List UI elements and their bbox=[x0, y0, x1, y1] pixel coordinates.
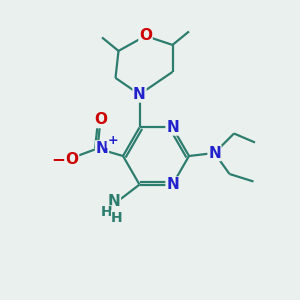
Text: O: O bbox=[139, 28, 152, 44]
Text: N: N bbox=[133, 87, 146, 102]
Text: O: O bbox=[65, 152, 79, 166]
Text: O: O bbox=[94, 112, 107, 128]
Text: H: H bbox=[111, 211, 123, 225]
Text: −: − bbox=[52, 150, 65, 168]
Text: N: N bbox=[108, 194, 120, 208]
Text: N: N bbox=[166, 177, 179, 192]
Text: N: N bbox=[208, 146, 221, 160]
Text: N: N bbox=[96, 141, 108, 156]
Text: +: + bbox=[107, 134, 118, 148]
Text: N: N bbox=[166, 120, 179, 135]
Text: H: H bbox=[101, 206, 112, 220]
